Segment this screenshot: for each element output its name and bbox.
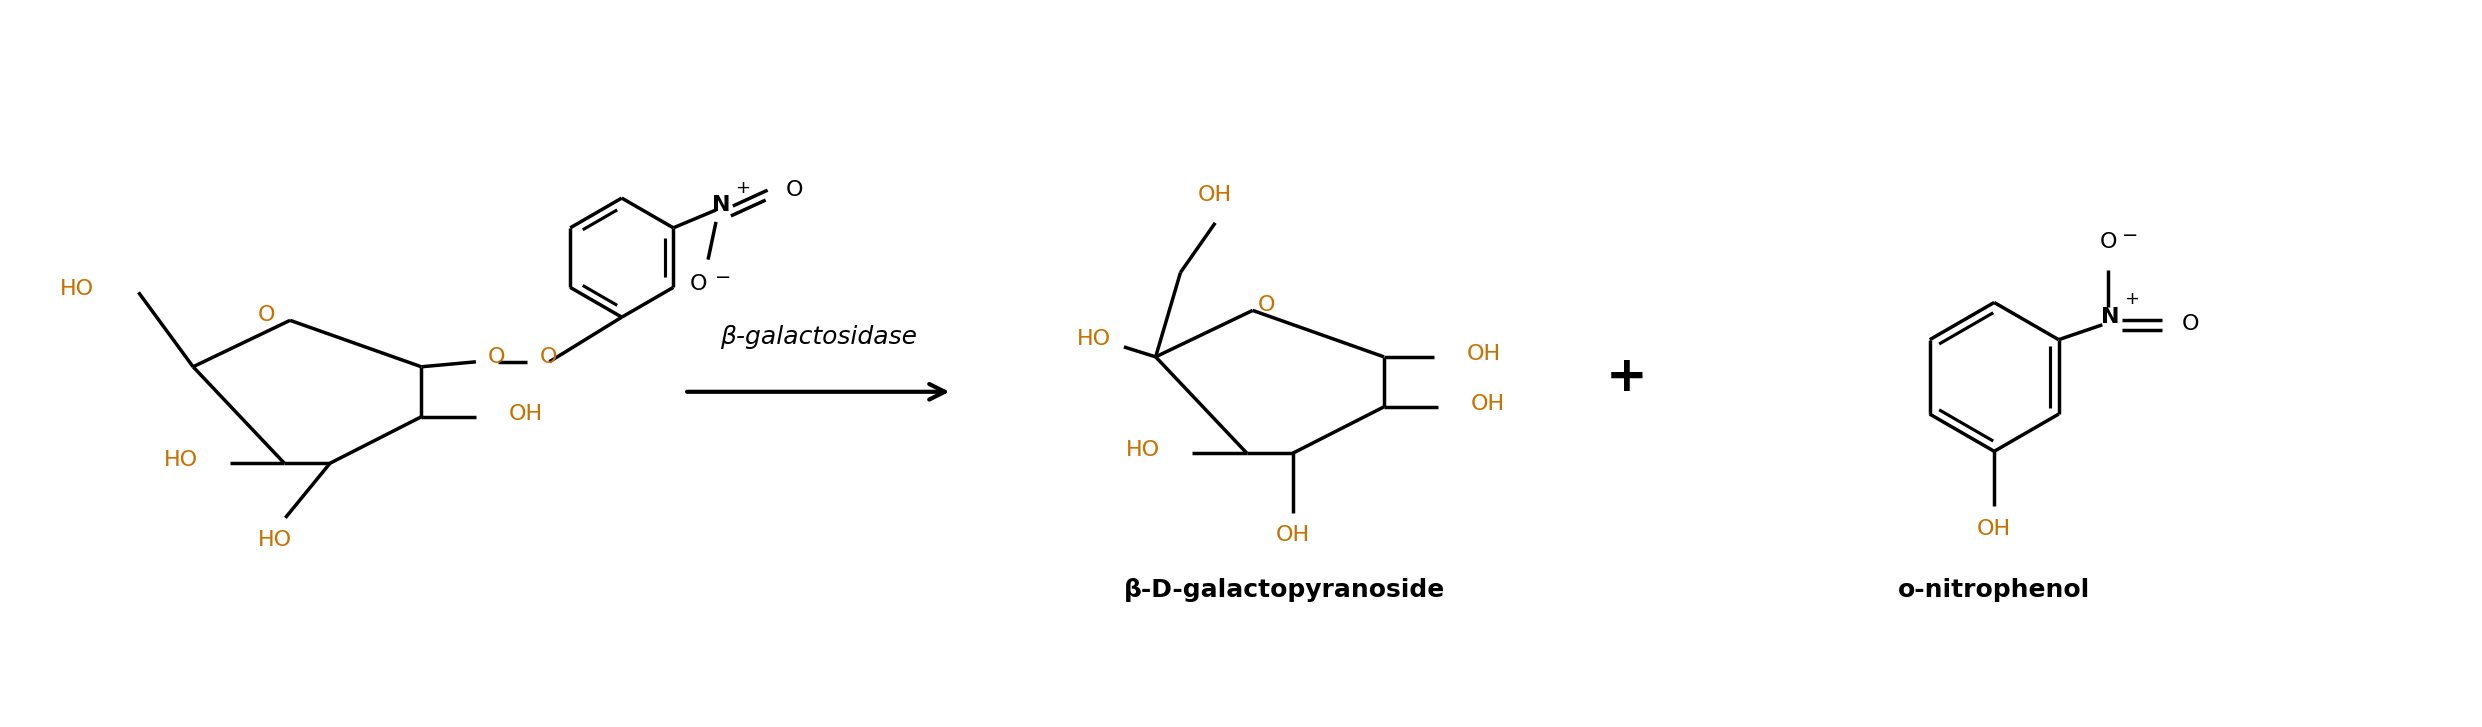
Text: HO: HO [258, 530, 293, 550]
Text: O: O [690, 274, 707, 294]
Text: o-nitrophenol: o-nitrophenol [1899, 578, 2090, 602]
Text: O: O [2182, 314, 2199, 334]
Text: −: − [2122, 226, 2139, 245]
Text: OH: OH [1978, 519, 2010, 539]
Text: β-D-galactopyranoside: β-D-galactopyranoside [1124, 578, 1445, 602]
Text: O: O [539, 347, 556, 367]
Text: HO: HO [1077, 329, 1112, 349]
Text: OH: OH [1276, 525, 1310, 545]
Text: HO: HO [164, 450, 199, 470]
Text: O: O [258, 305, 276, 326]
Text: OH: OH [1199, 185, 1231, 205]
Text: +: + [735, 179, 750, 197]
Text: OH: OH [509, 403, 544, 424]
Text: O: O [1258, 295, 1276, 316]
Text: O: O [2100, 233, 2117, 252]
Text: HO: HO [1124, 441, 1159, 460]
Text: O: O [489, 347, 506, 367]
Text: −: − [715, 268, 732, 287]
Text: OH: OH [1467, 344, 1502, 364]
Text: N: N [712, 195, 730, 215]
Text: β-galactosidase: β-galactosidase [720, 325, 916, 349]
Text: N: N [2100, 307, 2120, 327]
Text: +: + [1606, 353, 1648, 401]
Text: O: O [784, 180, 804, 200]
Text: OH: OH [1472, 394, 1507, 414]
Text: +: + [2125, 290, 2139, 308]
Text: HO: HO [60, 279, 94, 300]
